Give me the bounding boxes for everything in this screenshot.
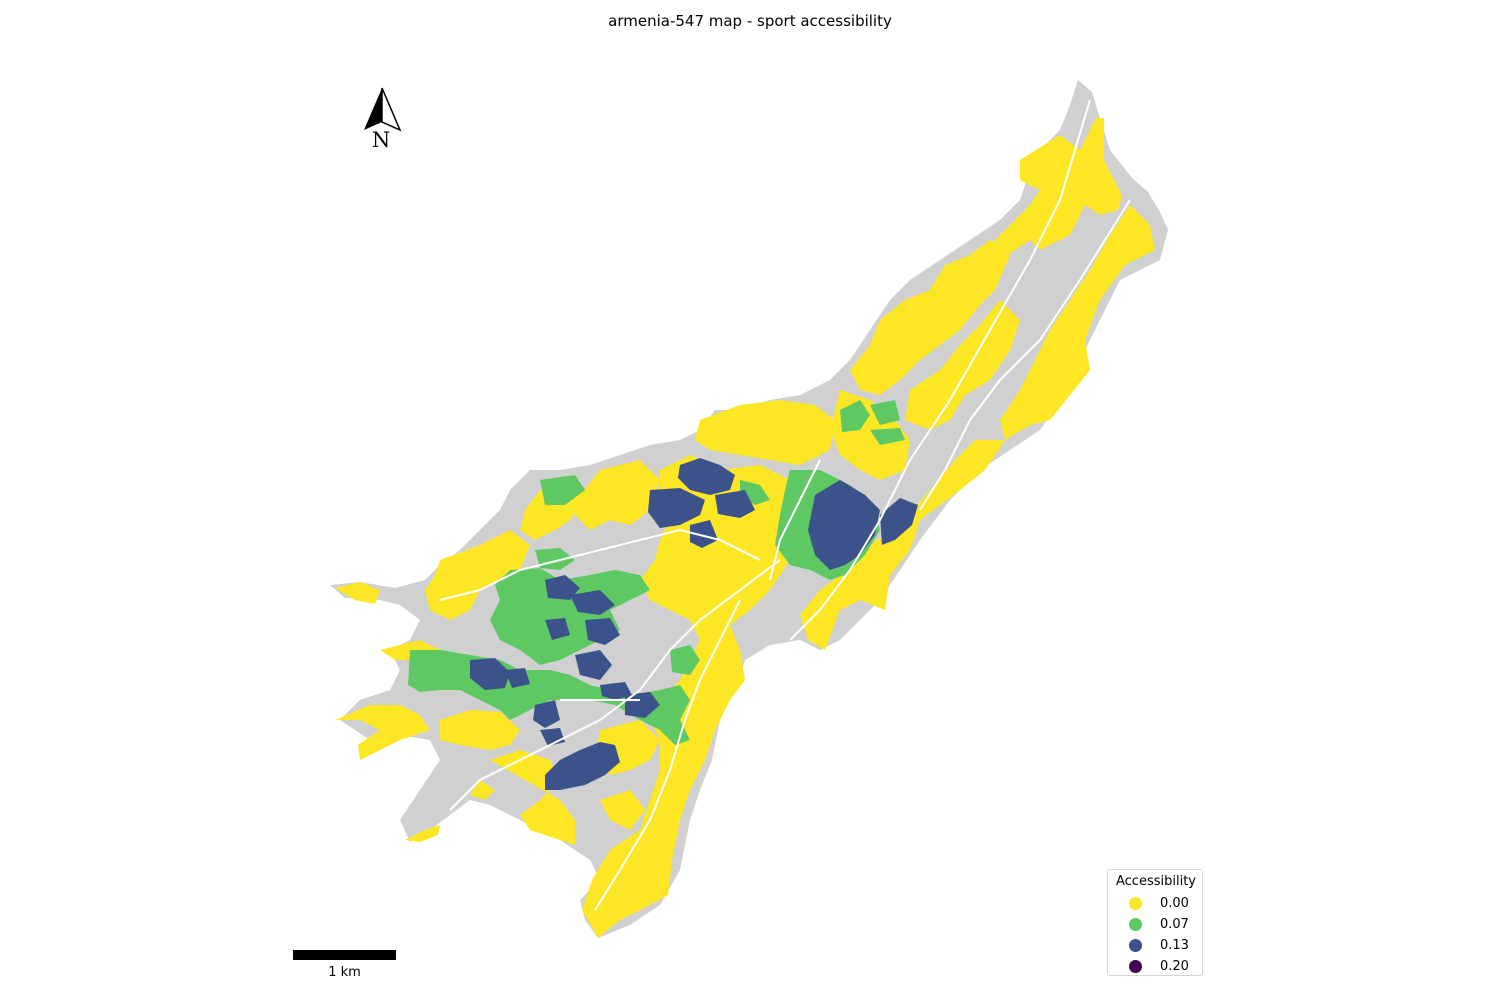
district-polygon [470,658,510,690]
district-polygon [470,780,495,800]
district-polygon [715,490,755,518]
district-polygon [498,598,530,625]
district-polygon [870,400,900,425]
district-polygon [600,790,645,830]
district-polygon [690,520,718,548]
legend-item: 0.20 [1129,957,1189,975]
road [594,599,741,911]
legend-item: 0.07 [1129,915,1189,933]
district-polygon [490,568,650,665]
district-polygon [582,455,800,938]
district-polygon [575,650,612,680]
legend-label: 0.07 [1160,916,1189,932]
district-polygon [695,400,835,465]
accessibility-0-13-areas [470,458,918,790]
north-arrow-label: N [371,128,391,152]
district-polygon [625,692,660,718]
legend: Accessibility 0.00 0.07 0.13 0.20 [1107,869,1203,976]
district-polygon [405,825,440,842]
legend-item: 0.00 [1129,894,1189,912]
north-arrow-icon [364,87,402,132]
road-network [439,99,1131,911]
accessibility-0-00-areas [335,118,1155,938]
district-polygon [678,458,735,495]
district-polygon [440,710,520,750]
legend-label: 0.00 [1160,895,1189,911]
district-polygon [585,618,620,645]
scale-bar [293,950,396,960]
legend-swatch [1129,896,1142,910]
district-polygon [880,498,918,545]
legend-swatch [1129,959,1142,973]
district-polygon [575,460,660,530]
district-polygon [850,240,1010,395]
district-polygon [905,300,1020,430]
district-polygon [335,705,430,760]
district-polygon [670,645,700,675]
legend-swatch [1129,938,1142,952]
district-polygon [545,618,570,640]
road [769,459,821,581]
district-polygon [800,440,1005,650]
district-polygon [540,475,585,505]
legend-label: 0.13 [1160,937,1189,953]
legend-title: Accessibility [1116,874,1196,889]
district-polygon [990,118,1122,260]
district-polygon [600,682,632,700]
district-polygon [648,488,705,528]
district-polygon [808,480,880,570]
district-polygon [840,400,870,432]
district-polygon [505,668,530,688]
road [439,528,761,601]
scale-bar-label: 1 km [328,965,361,980]
district-polygon [545,742,620,790]
legend-label: 0.20 [1160,958,1189,974]
road [919,199,1131,511]
legend-swatch [1129,917,1142,931]
district-polygon [335,582,380,604]
legend-item: 0.13 [1129,936,1189,954]
district-polygon [570,590,615,615]
road [449,559,781,811]
district-polygon [545,575,580,600]
road [789,99,1091,641]
district-polygon [533,700,560,728]
map-title: armenia-547 map - sport accessibility [608,12,892,30]
district-polygon [870,428,905,445]
district-polygon [1000,205,1155,440]
